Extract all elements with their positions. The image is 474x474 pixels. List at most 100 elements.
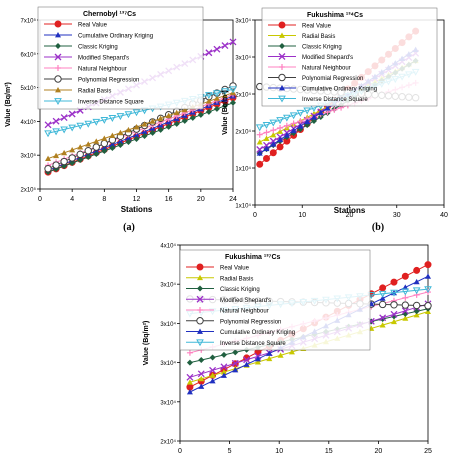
data-point [254, 355, 261, 362]
legend-label: Real Value [78, 23, 108, 29]
data-point [68, 154, 76, 162]
data-point [198, 357, 205, 364]
y-axis-label: Value (Bq/m²) [143, 321, 150, 366]
y-tick-label: 3x10⁴ [160, 399, 176, 406]
y-tick-label: 3x10⁴ [160, 360, 176, 367]
data-point [117, 138, 124, 144]
legend-marker [196, 339, 204, 347]
data-point [262, 121, 271, 129]
data-point [101, 148, 108, 155]
legend-entry: Natural Neighbour [44, 65, 127, 73]
data-point [413, 308, 420, 315]
legend-entry: Inverse Distance Square [268, 95, 368, 103]
data-point [124, 111, 133, 119]
data-point [68, 110, 76, 118]
data-point [209, 377, 216, 384]
x-tick-label: 10 [275, 448, 283, 455]
data-point [213, 45, 221, 53]
legend-marker [55, 32, 61, 38]
data-point [276, 143, 284, 151]
data-point [254, 359, 261, 365]
legend-marker [197, 274, 203, 281]
data-point [44, 130, 52, 138]
data-point [209, 366, 217, 374]
legend-entry: Real Value [44, 20, 108, 29]
data-point [213, 90, 221, 98]
data-point [186, 389, 193, 395]
data-point [290, 120, 297, 127]
data-point [92, 143, 100, 151]
data-point [84, 120, 93, 128]
data-point [221, 102, 228, 109]
data-point [133, 124, 140, 130]
chart-fukushima-137cs: 0 5 10 15 20 25 2x10⁴ 3x10⁴ 3x10⁴ 3x10⁴ 3x10⁴ 4x10⁴… [143, 243, 432, 456]
data-point [205, 49, 213, 57]
data-point [109, 141, 116, 147]
data-point [186, 373, 194, 381]
y-axis-label: Value (Bq/m²) [222, 90, 229, 135]
x-tick-label: 40 [440, 212, 448, 219]
x-tick-label: 0 [253, 212, 257, 219]
data-point [141, 128, 148, 135]
data-point [186, 349, 193, 356]
legend-entry: Modified Shepard's [186, 295, 271, 304]
data-point [125, 138, 132, 145]
data-point [60, 114, 68, 122]
legend-label: Polynomial Regression [302, 76, 363, 82]
legend-label: Inverse Distance Square [220, 341, 286, 347]
x-tick-label: 30 [393, 212, 401, 219]
legend-marker [197, 328, 203, 334]
legend-marker [196, 317, 204, 325]
data-point [412, 301, 421, 310]
data-point [310, 114, 317, 120]
legend-label: Modified Shepard's [78, 56, 129, 62]
data-point [256, 150, 263, 156]
data-point [229, 82, 237, 90]
legend-entry: Cumulative Ordinary Kriging [186, 328, 295, 336]
data-point [209, 354, 216, 361]
data-point [44, 121, 52, 129]
data-point [424, 302, 432, 310]
data-point [220, 372, 227, 378]
legend-label: Radial Basis [302, 34, 335, 40]
legend-entry: Real Value [268, 21, 332, 30]
data-point [181, 117, 188, 124]
legend-entry: Radial Basis [268, 32, 335, 40]
data-point [401, 288, 410, 296]
data-point [390, 278, 398, 286]
data-point [243, 356, 251, 364]
data-point [378, 290, 387, 298]
data-point [52, 117, 60, 125]
data-point [197, 370, 205, 378]
legend-entry: Natural Neighbour [186, 307, 269, 315]
y-tick-label: 3x10⁴ [235, 18, 251, 25]
legend-marker [278, 73, 286, 82]
legend-label: Radial Basis [78, 89, 111, 95]
data-point [189, 114, 196, 121]
data-point [390, 301, 398, 309]
data-point [61, 149, 68, 156]
data-point [213, 105, 220, 112]
data-point [220, 363, 228, 371]
series-classic [45, 99, 236, 176]
data-point [277, 136, 284, 143]
data-point [289, 112, 298, 120]
data-point [317, 109, 324, 116]
x-axis-label: Stations [121, 205, 153, 214]
data-point [76, 122, 85, 130]
y-tick-label: 3x10⁴ [160, 321, 176, 328]
panel-label-a: (a) [123, 222, 135, 233]
data-point [290, 127, 297, 134]
legend-label: Natural Neighbour [302, 66, 351, 72]
data-point [213, 95, 220, 101]
y-tick-label: 1x10⁴ [235, 166, 251, 173]
data-point [243, 361, 250, 367]
legend-label: Natural Neighbour [78, 67, 127, 73]
legend-marker [197, 307, 203, 313]
data-point [231, 359, 239, 367]
legend-marker [54, 75, 62, 83]
data-point [324, 105, 331, 111]
data-point [45, 155, 52, 161]
legend-entry: Classic Kriging [44, 43, 118, 51]
data-point [117, 141, 124, 148]
